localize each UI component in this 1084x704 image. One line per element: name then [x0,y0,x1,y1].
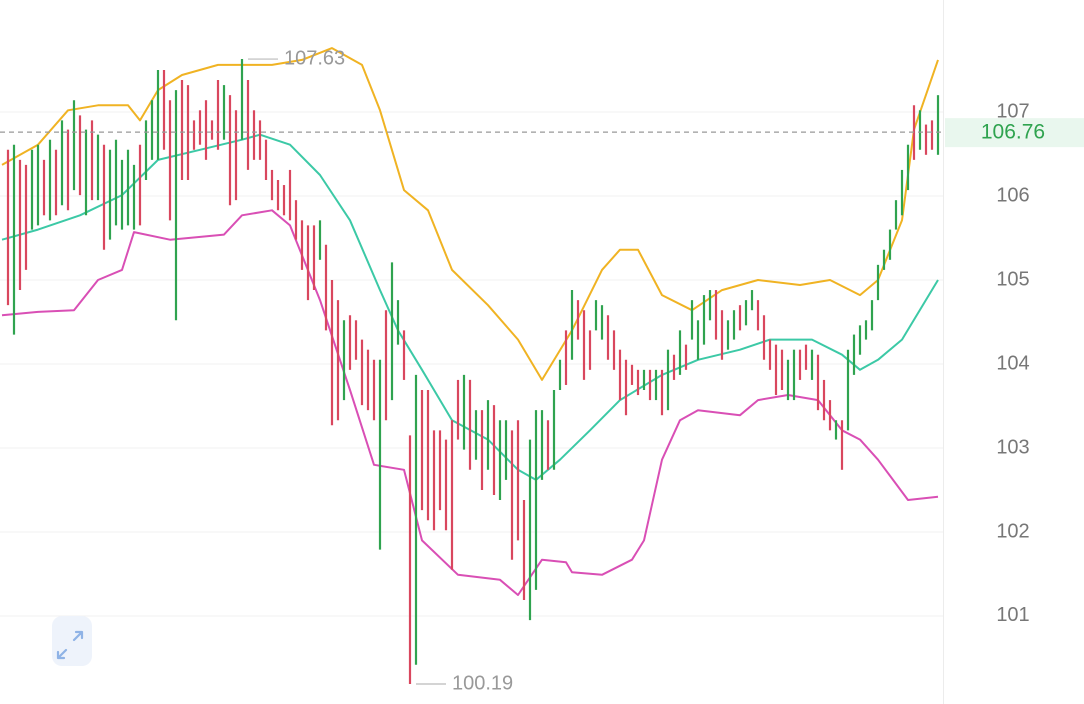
overlay: 107.63 100.19 106.76 [0,47,1084,694]
expand-icon[interactable] [56,630,84,660]
band-line [1,47,939,381]
y-tick-label: 102 [996,520,1029,542]
max-label: 107.63 [284,47,345,69]
y-tick-label: 107 [996,100,1029,122]
y-tick-label: 101 [996,604,1029,626]
y-tick-label: 104 [996,352,1029,374]
last-price-tag [945,118,1084,148]
y-tick-label: 106 [996,184,1029,206]
expand-button[interactable] [52,616,92,666]
y-tick-label: 103 [996,436,1029,458]
min-label: 100.19 [452,672,513,694]
y-tick-label: 105 [996,268,1029,290]
bands [1,47,939,596]
last-price-label: 106.76 [981,121,1045,144]
grid: 101 102 103 104 105 106 107 [0,100,1030,626]
bars [6,59,940,685]
